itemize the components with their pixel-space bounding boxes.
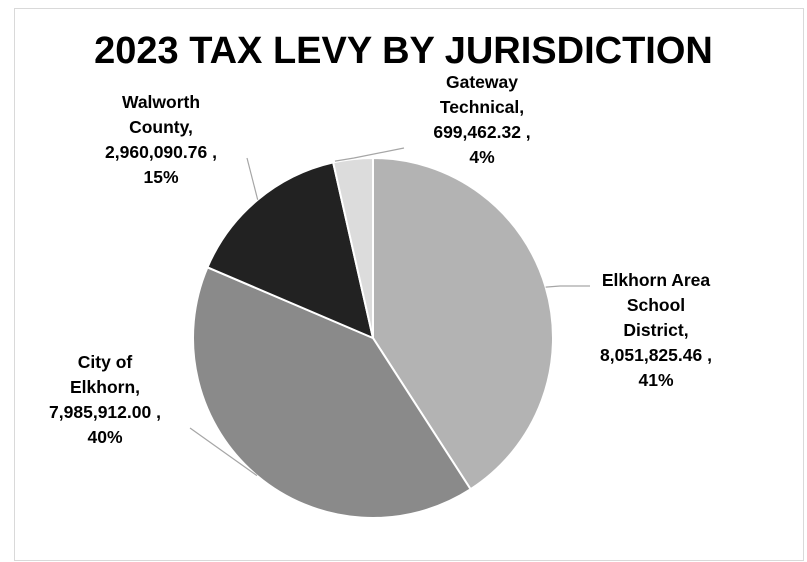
slice-label-name-line: City of — [77, 352, 133, 372]
slice-label-percent: 15% — [143, 167, 179, 187]
leader-line — [334, 147, 405, 162]
slice-label-percent: 41% — [638, 370, 674, 390]
slice-label-name-line: County, — [129, 117, 193, 137]
slice-label-percent: 4% — [469, 147, 495, 167]
slice-label-value: 699,462.32 , — [433, 122, 531, 142]
slice-label-name-line: School — [626, 295, 686, 315]
slice-label-name-line: District, — [623, 320, 689, 340]
slice-label-gateway-technical: Gateway Technical, 699,462.32 , 4% — [407, 70, 557, 170]
slice-label-elkhorn-school-district: Elkhorn Area School District, 8,051,825.… — [586, 268, 726, 393]
slice-city-of-elkhorn — [192, 266, 472, 519]
leader-line — [246, 157, 259, 200]
slice-label-name-line: Walworth — [121, 92, 201, 112]
slice-label-value: 8,051,825.46 , — [600, 345, 712, 365]
slice-label-walworth-county: Walworth County, 2,960,090.76 , 15% — [86, 90, 236, 190]
slice-label-name-line: Elkhorn Area — [601, 270, 711, 290]
slice-label-name-line: Technical, — [439, 97, 525, 117]
slice-label-value: 7,985,912.00 , — [49, 402, 161, 422]
slice-label-city-of-elkhorn: City of Elkhorn, 7,985,912.00 , 40% — [30, 350, 180, 450]
slice-label-name-line: Elkhorn, — [69, 377, 140, 397]
slice-label-percent: 40% — [87, 427, 123, 447]
slice-label-value: 2,960,090.76 , — [105, 142, 217, 162]
leader-line — [189, 427, 258, 477]
leader-line — [545, 285, 590, 288]
slice-label-name-line: Gateway — [446, 72, 518, 92]
chart-title: 2023 TAX LEVY BY JURISDICTION — [94, 30, 713, 72]
slice-gateway-technical — [331, 156, 374, 339]
slice-walworth-county — [206, 161, 375, 340]
